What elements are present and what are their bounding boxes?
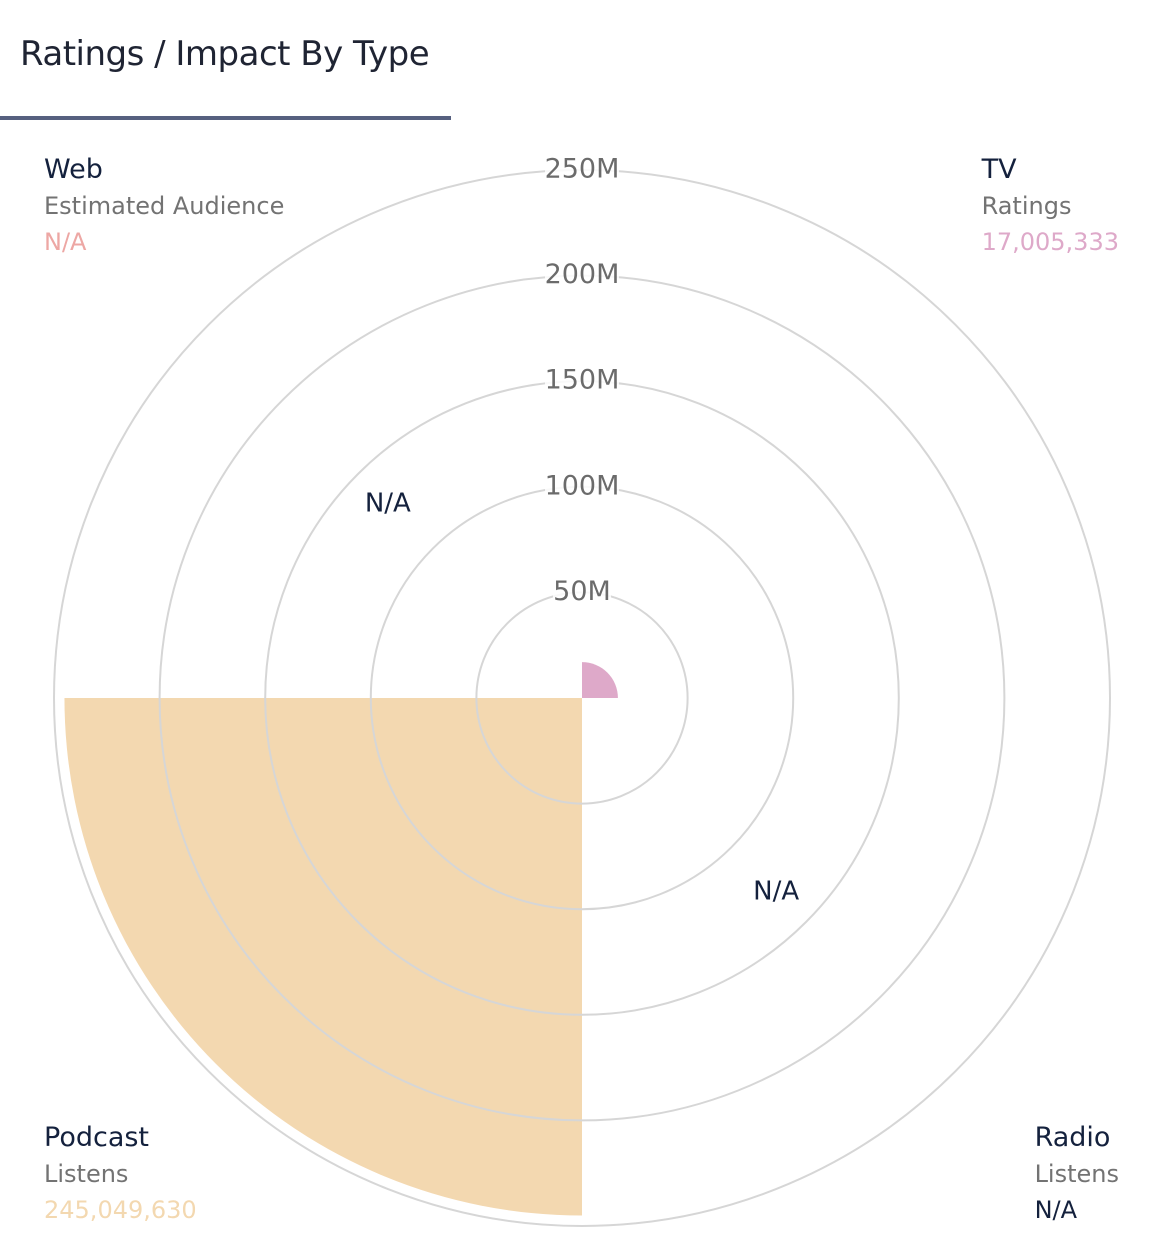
na-labels-layer: N/A N/A [365,488,799,906]
tick-label-bg-250M [545,156,619,182]
tick-label-200M: 200M [545,259,620,290]
legend-tv-metric: Ratings [981,192,1072,220]
legend-web-value: N/A [44,228,87,256]
chart-header: Ratings / Impact By Type [0,0,451,120]
chart-title: Ratings / Impact By Type [20,34,430,74]
legend-web: Web Estimated Audience N/A [44,152,284,260]
legend-tv: TV Ratings 17,005,333 [982,152,1119,260]
tick-label-bg-200M [545,261,619,288]
tick-label-bg-50M [553,578,611,605]
legend-podcast-metric: Listens [44,1160,129,1188]
legend-podcast: Podcast Listens 245,049,630 [44,1120,197,1228]
sector-podcast [64,698,582,1216]
tick-labels-layer: 50M 100M 150M 200M 250M [545,154,620,607]
legend-podcast-type: Podcast [44,1122,150,1153]
sector-tv [582,662,618,698]
tick-label-bg-150M [545,367,619,394]
legend-web-metric: Estimated Audience [44,192,285,220]
legend-radio-metric: Listens [1034,1160,1119,1188]
sectors-layer [64,662,618,1216]
na-label-web: N/A [365,488,411,518]
tick-label-150M: 150M [545,365,620,396]
legend-radio: Radio Listens N/A [1035,1120,1119,1228]
legend-radio-value: N/A [1034,1196,1078,1224]
na-label-radio: N/A [753,877,799,907]
tick-label-50M: 50M [553,576,611,607]
tick-label-100M: 100M [545,470,620,501]
legend-web-type: Web [44,154,103,185]
legend-radio-type: Radio [1034,1122,1111,1153]
legend-tv-type: TV [981,154,1017,185]
legend-podcast-value: 245,049,630 [44,1196,197,1224]
legend-tv-value: 17,005,333 [981,228,1119,256]
tick-label-250M: 250M [545,154,620,185]
tick-label-bg-100M [545,472,619,499]
